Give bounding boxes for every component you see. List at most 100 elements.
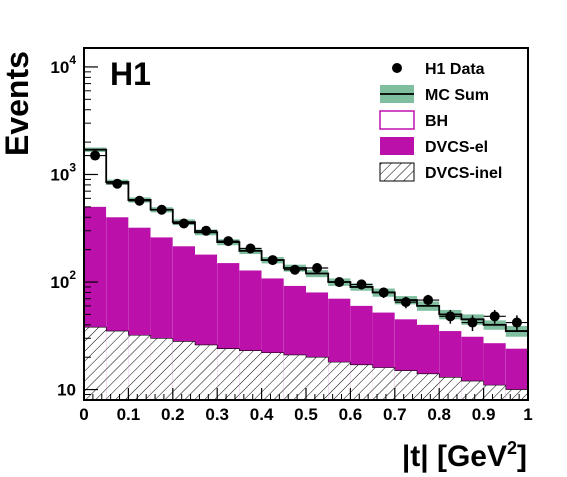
data-point bbox=[239, 243, 262, 254]
data-point bbox=[172, 218, 195, 229]
x-tick-label: 0.7 bbox=[383, 405, 407, 424]
data-point bbox=[195, 225, 218, 236]
x-tick-label: 0.6 bbox=[339, 405, 363, 424]
dvcs-inel-hatch bbox=[350, 364, 373, 400]
legend-entry-mcsum: MC Sum bbox=[380, 85, 489, 104]
data-point bbox=[106, 178, 129, 189]
dvcs-inel-outline bbox=[84, 326, 528, 390]
x-tick-label: 0.8 bbox=[427, 405, 451, 424]
data-point bbox=[505, 315, 528, 332]
x-axis-title-close: ] bbox=[517, 440, 527, 473]
data-point bbox=[372, 287, 395, 299]
data-marker bbox=[312, 263, 323, 274]
legend-entry-data: H1 Data bbox=[392, 61, 485, 78]
y-tick-label: 104 bbox=[50, 53, 76, 77]
dvcs-inel-hatch bbox=[172, 341, 195, 400]
x-tick-label: 1 bbox=[523, 405, 532, 424]
data-point bbox=[84, 150, 107, 161]
data-marker bbox=[400, 297, 411, 308]
dvcs-inel-hatch bbox=[106, 331, 129, 400]
data-point bbox=[417, 294, 440, 306]
legend-dvcs-inel-swatch bbox=[379, 162, 415, 182]
dvcs-inel-hatch bbox=[394, 370, 417, 400]
x-axis-title-sup: 2 bbox=[507, 438, 517, 458]
data-point bbox=[350, 279, 373, 290]
data-marker bbox=[467, 317, 478, 328]
dvcs-inel-hatch bbox=[217, 348, 240, 400]
data-marker bbox=[267, 255, 278, 266]
data-marker bbox=[201, 225, 212, 236]
x-tick-label: 0.3 bbox=[205, 405, 229, 424]
legend-label: H1 Data bbox=[425, 61, 485, 78]
data-marker bbox=[134, 195, 145, 206]
dvcs-inel-hatch bbox=[84, 327, 107, 400]
data-point bbox=[306, 263, 329, 274]
x-tick-label: 0.9 bbox=[472, 405, 496, 424]
data-marker bbox=[223, 236, 234, 247]
dvcs-inel-hatch bbox=[150, 338, 173, 400]
legend-bh-swatch bbox=[379, 110, 415, 130]
dvcs-inel-hatch bbox=[372, 367, 395, 400]
legend-entry-bh: BH bbox=[379, 110, 448, 130]
dvcs-inel-hatch bbox=[195, 344, 218, 400]
dvcs-inel-hatch bbox=[239, 350, 262, 400]
plot-area bbox=[84, 147, 528, 400]
data-marker bbox=[423, 295, 434, 306]
x-tick-label: 0.5 bbox=[294, 405, 318, 424]
data-marker bbox=[356, 279, 367, 290]
data-point bbox=[283, 264, 306, 275]
data-point bbox=[483, 309, 506, 324]
axes: 0 0.1 0.2 0.3 0.4 0.5 0.6 0.7 0.8 0.9 1 10 102 103 104 bbox=[50, 53, 532, 424]
x-tick-label: 0.1 bbox=[117, 405, 141, 424]
data-point bbox=[328, 277, 351, 288]
dvcs-inel-hatch bbox=[439, 377, 462, 400]
data-marker bbox=[178, 218, 189, 229]
y-tick-label: 103 bbox=[50, 160, 76, 184]
data-marker bbox=[489, 311, 500, 322]
dvcs-inel-hatch bbox=[306, 357, 329, 400]
dvcs-inel-hatch bbox=[128, 335, 151, 400]
data-marker bbox=[156, 204, 167, 215]
dvcs-el-bar bbox=[505, 348, 528, 400]
y-tick-label: 10 bbox=[57, 381, 76, 400]
data-point bbox=[217, 236, 240, 247]
legend-entry-dvcs-inel: DVCS-inel bbox=[379, 162, 502, 182]
data-point bbox=[439, 309, 462, 324]
experiment-label: H1 bbox=[110, 56, 151, 92]
legend-label: DVCS-el bbox=[425, 139, 488, 156]
data-point bbox=[261, 255, 284, 266]
data-point bbox=[461, 315, 484, 332]
data-marker bbox=[245, 243, 256, 254]
legend-label: MC Sum bbox=[425, 87, 489, 104]
legend-dvcs-el-swatch bbox=[380, 137, 414, 155]
legend: H1 Data MC Sum BH DVCS-el DVCS-inel bbox=[379, 61, 502, 182]
x-tick-label: 0.4 bbox=[250, 405, 274, 424]
dvcs-inel-hatch bbox=[505, 389, 528, 400]
y-axis-title: Events bbox=[0, 51, 35, 156]
data-point bbox=[150, 204, 173, 215]
data-marker bbox=[289, 264, 300, 275]
data-marker bbox=[334, 277, 345, 288]
x-axis-title: |t| [GeV2] bbox=[402, 438, 527, 473]
data-marker bbox=[90, 150, 101, 161]
dvcs-inel-hatch bbox=[483, 385, 506, 400]
dvcs-inel-hatch bbox=[461, 381, 484, 400]
x-axis-title-base: |t| [GeV bbox=[402, 440, 507, 473]
data-point bbox=[128, 195, 151, 206]
data-marker bbox=[112, 178, 123, 189]
dvcs-inel-hatch bbox=[283, 354, 306, 400]
legend-entry-dvcs-el: DVCS-el bbox=[380, 137, 488, 156]
data-point bbox=[394, 296, 417, 309]
legend-label: BH bbox=[425, 113, 448, 130]
legend-data-marker bbox=[392, 63, 402, 73]
data-marker bbox=[511, 317, 522, 328]
dvcs-inel-hatch bbox=[328, 362, 351, 400]
data-marker bbox=[445, 311, 456, 322]
x-tick-label: 0 bbox=[79, 405, 88, 424]
y-tick-label: 102 bbox=[50, 268, 76, 292]
dvcs-inel-hatch bbox=[417, 373, 440, 400]
dvcs-inel-hatch bbox=[261, 352, 284, 400]
legend-label: DVCS-inel bbox=[425, 165, 502, 182]
x-tick-label: 0.2 bbox=[161, 405, 185, 424]
